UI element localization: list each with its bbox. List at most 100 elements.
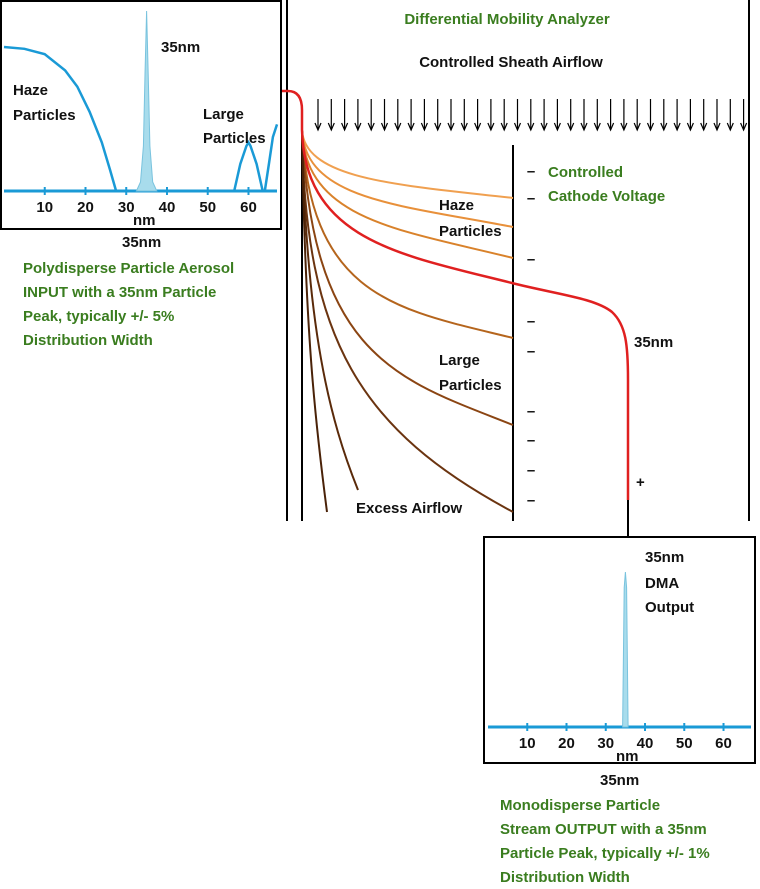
x-tick-label: 30 xyxy=(597,735,614,752)
sheath-arrowhead xyxy=(700,122,708,132)
x-tick-label: 20 xyxy=(77,199,94,216)
sheath-arrowhead xyxy=(673,122,681,132)
sheath-arrowhead xyxy=(646,122,655,132)
sheath-arrowhead xyxy=(633,122,641,132)
sheath-arrowhead xyxy=(314,122,322,132)
output-label-line1: 35nm xyxy=(645,549,684,566)
column-large-label-line2: Particles xyxy=(439,377,502,394)
input-below-label: 35nm xyxy=(122,234,161,251)
particle-trajectories xyxy=(301,129,514,513)
sheath-arrowhead xyxy=(540,122,548,132)
excess-trajectory-2 xyxy=(301,129,359,491)
column-35nm-label: 35nm xyxy=(634,334,673,351)
output-axis-unit: nm xyxy=(616,748,639,765)
distribution-series xyxy=(3,45,118,192)
minus-sign: – xyxy=(527,313,535,330)
input-large-label-line2: Particles xyxy=(203,130,266,147)
minus-sign: – xyxy=(527,462,535,479)
input-haze-label-line1: Haze xyxy=(13,82,48,99)
input-large-label-line1: Large xyxy=(203,106,244,123)
cathode-minus-signs: – – – – – – – – – xyxy=(527,163,535,509)
x-tick-label: 10 xyxy=(519,735,536,752)
dma-title: Differential Mobility Analyzer xyxy=(404,11,609,28)
sheath-arrowhead xyxy=(553,122,561,132)
sheath-arrowhead xyxy=(474,122,482,132)
output-below-label: 35nm xyxy=(600,772,639,789)
haze-trajectory-2 xyxy=(301,129,514,228)
input-caption-line4: Distribution Width xyxy=(23,332,153,349)
minus-sign: – xyxy=(527,492,535,509)
minus-sign: – xyxy=(527,163,535,180)
output-caption-line2: Stream OUTPUT with a 35nm xyxy=(500,821,707,838)
sheath-arrowhead xyxy=(593,122,601,132)
x-tick-label: 40 xyxy=(159,199,176,216)
x-tick-label: 60 xyxy=(240,199,257,216)
sheath-arrowhead xyxy=(434,122,442,132)
sheath-arrowhead xyxy=(487,122,495,132)
input-haze-label-line2: Particles xyxy=(13,107,76,124)
output-label-line3: Output xyxy=(645,599,694,616)
sheath-arrowhead xyxy=(341,122,349,132)
sheath-arrowhead xyxy=(607,122,615,132)
x-tick-label: 10 xyxy=(36,199,53,216)
output-caption-line3: Particle Peak, typically +/- 1% xyxy=(500,845,710,862)
excess-trajectory-3 xyxy=(301,129,328,513)
output-caption-line4: Distribution Width xyxy=(500,869,630,886)
column-large-label-line1: Large xyxy=(439,352,480,369)
sheath-arrowhead xyxy=(620,122,628,132)
output-chart: 10 20 30 40 50 60 xyxy=(488,571,751,752)
sheath-arrowhead xyxy=(500,122,508,132)
input-caption-line3: Peak, typically +/- 5% xyxy=(23,308,174,325)
sheath-arrowhead xyxy=(686,122,694,132)
sheath-arrowhead xyxy=(527,122,535,132)
sheath-arrowhead xyxy=(740,122,748,132)
peak-series xyxy=(622,571,629,728)
sheath-arrowhead xyxy=(407,122,415,132)
input-caption-line1: Polydisperse Particle Aerosol xyxy=(23,260,234,277)
sheath-arrowhead xyxy=(513,122,522,132)
x-tick-label: 40 xyxy=(637,735,654,752)
large-trajectory-1 xyxy=(301,129,514,339)
sheath-arrowhead xyxy=(567,122,575,132)
input-caption-line2: INPUT with a 35nm Particle xyxy=(23,284,216,301)
sheath-arrowhead xyxy=(660,122,668,132)
x-tick-label: 20 xyxy=(558,735,575,752)
input-chart: 10 20 30 40 50 60 xyxy=(3,10,279,216)
haze-trajectory-3 xyxy=(301,129,514,259)
haze-trajectory-1 xyxy=(301,129,514,199)
sheath-airflow-label: Controlled Sheath Airflow xyxy=(419,54,603,71)
x-tick-label: 60 xyxy=(715,735,732,752)
sheath-arrowhead xyxy=(713,122,721,132)
sheath-arrowhead xyxy=(420,122,428,132)
sheath-arrowhead xyxy=(327,122,335,132)
column-haze-label-line2: Particles xyxy=(439,223,502,240)
input-axis-unit: nm xyxy=(133,212,156,229)
minus-sign: – xyxy=(527,432,535,449)
minus-sign: – xyxy=(527,343,535,360)
sheath-arrowhead xyxy=(354,122,362,132)
x-tick-label: 50 xyxy=(199,199,216,216)
sheath-arrowhead xyxy=(580,122,588,132)
peak-series xyxy=(135,10,158,192)
excess-trajectory-1 xyxy=(301,129,514,513)
x-tick-label: 50 xyxy=(676,735,693,752)
selected-35nm-trajectory xyxy=(247,89,630,500)
output-chart-frame xyxy=(483,536,756,764)
output-label-line2: DMA xyxy=(645,575,679,592)
column-haze-label-line1: Haze xyxy=(439,197,474,214)
minus-sign: – xyxy=(527,190,535,207)
sheath-arrows xyxy=(314,99,748,132)
distribution-series xyxy=(232,139,264,192)
large-trajectory-2 xyxy=(301,129,514,426)
excess-airflow-label: Excess Airflow xyxy=(356,500,462,517)
sheath-arrowhead xyxy=(394,122,402,132)
input-peak-label: 35nm xyxy=(161,39,200,56)
distribution-series xyxy=(263,124,279,192)
sheath-arrowhead xyxy=(460,122,468,132)
cathode-label-line2: Cathode Voltage xyxy=(548,188,665,205)
sheath-arrowhead xyxy=(726,122,734,132)
minus-sign: – xyxy=(527,403,535,420)
x-tick-label: 30 xyxy=(118,199,135,216)
